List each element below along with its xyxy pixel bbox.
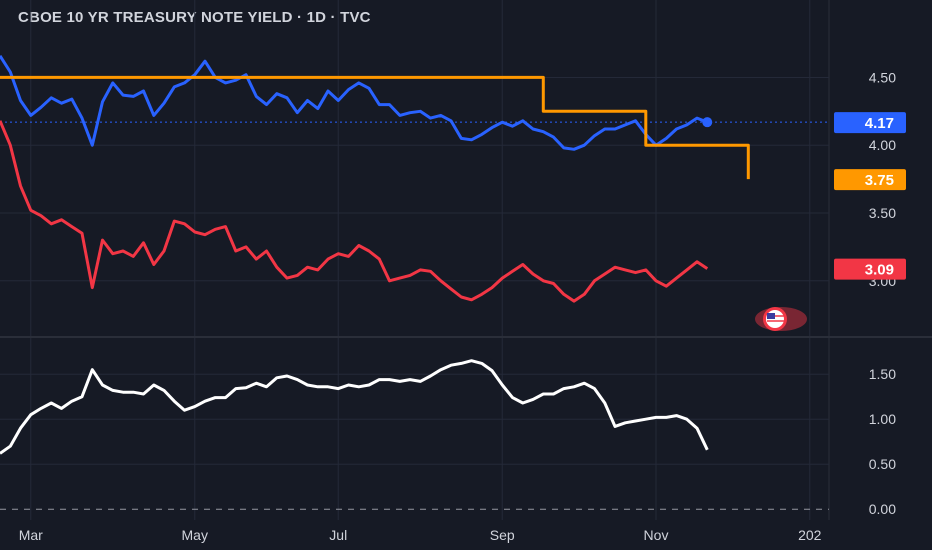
y-tick-label: 3.50 — [869, 205, 896, 221]
x-tick-label: Mar — [19, 527, 43, 543]
series-line-fed_rate[interactable] — [0, 75, 750, 180]
last-value-label: 3.09 — [865, 262, 894, 279]
axis-layer: Mar May Jul Sep Nov 2024.504.003.503.001.501.… — [19, 69, 897, 543]
x-tick-label: Nov — [644, 527, 669, 543]
x-tick-label: Sep — [490, 527, 515, 543]
y-tick-label: 4.00 — [869, 137, 896, 153]
y-tick-label: 0.00 — [869, 501, 896, 517]
y-tick-label: 1.00 — [869, 411, 896, 427]
x-tick-label: May — [182, 527, 208, 543]
last-value-tag-us2y: 3.09 — [834, 258, 906, 280]
last-value-label: 3.75 — [865, 172, 894, 189]
last-value-tag-us10y: 4.17 — [834, 112, 906, 134]
y-tick-label: 1.50 — [869, 366, 896, 382]
x-tick-label: Jul — [329, 527, 347, 543]
us-flag-icon[interactable] — [755, 307, 807, 331]
x-tick-label: 202 — [798, 527, 822, 543]
series-line-spread[interactable] — [0, 359, 709, 455]
last-value-tag-fed_rate: 3.75 — [834, 169, 906, 191]
last-value-label: 4.17 — [865, 115, 894, 132]
last-point-dot — [702, 117, 713, 128]
last-value-tags: 4.17 3.09 3.75 — [834, 112, 906, 280]
series-line-us10y[interactable] — [0, 54, 708, 151]
y-tick-label: 4.50 — [869, 69, 896, 85]
y-tick-label: 0.50 — [869, 456, 896, 472]
series-layer — [0, 54, 829, 455]
series-line-us2y[interactable] — [0, 120, 709, 303]
